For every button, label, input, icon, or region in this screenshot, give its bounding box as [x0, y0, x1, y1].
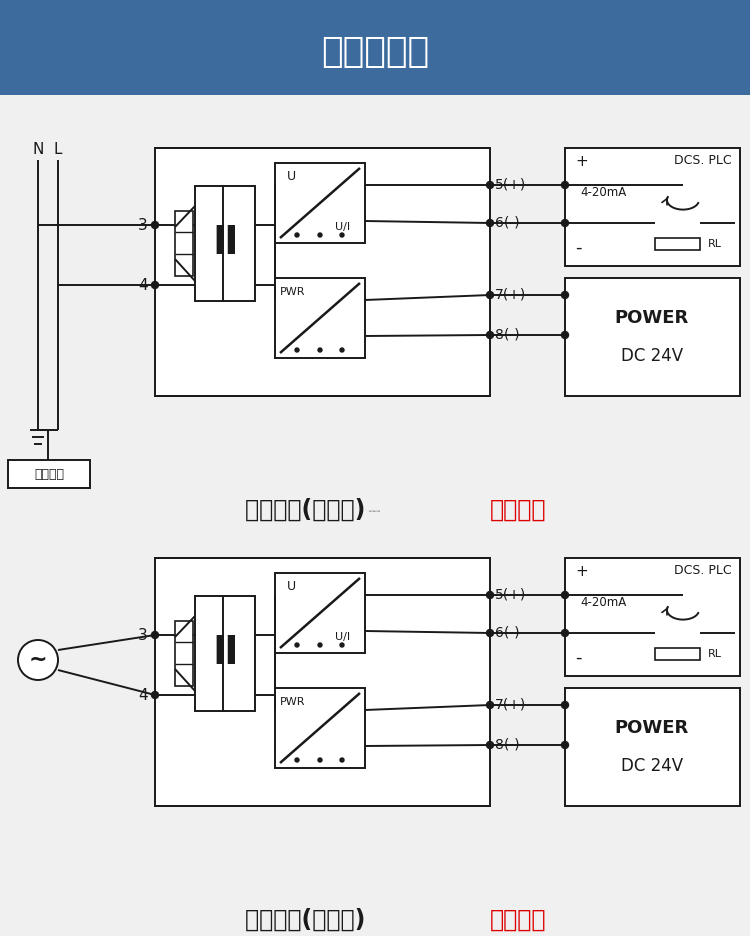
Bar [223, 596, 255, 711]
Circle shape [340, 233, 344, 237]
Text: POWER: POWER [615, 719, 689, 737]
Text: -: - [575, 239, 581, 257]
Bar [0, 0, 750, 95]
Bar [8, 460, 90, 488]
Circle shape [487, 220, 494, 227]
Circle shape [562, 220, 568, 227]
Circle shape [562, 291, 568, 299]
Circle shape [295, 758, 299, 762]
Circle shape [562, 592, 568, 598]
Bar [275, 573, 365, 653]
Text: 一进一出(有源型) 电流输入: 一进一出(有源型) 电流输入 [370, 509, 380, 511]
Bar [223, 186, 255, 301]
Text: 5(+): 5(+) [495, 178, 526, 192]
Text: U: U [286, 580, 296, 593]
Text: 5(+): 5(+) [495, 588, 526, 602]
Text: 电流输入: 电流输入 [490, 498, 547, 522]
Text: 6(-): 6(-) [495, 626, 520, 640]
Text: 4: 4 [138, 277, 148, 292]
Circle shape [18, 640, 58, 680]
Circle shape [295, 643, 299, 647]
Text: 3: 3 [138, 217, 148, 232]
Circle shape [562, 331, 568, 339]
Bar [175, 211, 193, 276]
Text: U/I: U/I [335, 222, 350, 232]
Text: 7(+): 7(+) [495, 698, 526, 712]
Bar [655, 648, 700, 660]
Text: 8(-): 8(-) [495, 328, 520, 342]
Bar [565, 278, 740, 396]
Bar [565, 558, 740, 676]
Text: DC 24V: DC 24V [621, 347, 683, 365]
Circle shape [487, 592, 494, 598]
Circle shape [152, 282, 158, 288]
Circle shape [487, 182, 494, 188]
Text: N: N [32, 142, 44, 157]
Bar [565, 148, 740, 266]
Circle shape [318, 643, 322, 647]
Text: 4: 4 [138, 688, 148, 703]
Bar [195, 186, 227, 301]
Circle shape [152, 632, 158, 638]
Text: U: U [286, 170, 296, 183]
Text: 4-20mA: 4-20mA [580, 186, 626, 199]
Text: 3: 3 [138, 627, 148, 642]
Text: Ⅱ: Ⅱ [212, 634, 238, 672]
Text: -: - [575, 649, 581, 667]
Text: RL: RL [708, 649, 722, 659]
Bar [275, 688, 365, 768]
Text: 4-20mA: 4-20mA [580, 596, 626, 609]
Text: Ⅱ: Ⅱ [212, 224, 238, 262]
Circle shape [487, 701, 494, 709]
Circle shape [562, 701, 568, 709]
Circle shape [487, 291, 494, 299]
Text: 7(+): 7(+) [495, 288, 526, 302]
Text: 产品接线图: 产品接线图 [321, 35, 429, 69]
Circle shape [318, 233, 322, 237]
Bar [155, 558, 490, 806]
Bar [155, 148, 490, 396]
Circle shape [562, 182, 568, 188]
Text: 一进一出(有源型): 一进一出(有源型) [245, 908, 374, 932]
Circle shape [318, 348, 322, 352]
Text: +: + [575, 154, 588, 169]
Bar [195, 596, 227, 711]
Circle shape [340, 348, 344, 352]
Bar [175, 621, 193, 686]
Circle shape [562, 741, 568, 749]
Circle shape [562, 630, 568, 636]
Circle shape [487, 630, 494, 636]
Text: PWR: PWR [280, 287, 306, 297]
Circle shape [152, 222, 158, 228]
Text: 一进一出(有源型): 一进一出(有源型) [245, 498, 374, 522]
Text: 8(-): 8(-) [495, 738, 520, 752]
Text: ~: ~ [28, 650, 47, 670]
Circle shape [295, 348, 299, 352]
Bar [275, 278, 365, 358]
Text: U/I: U/I [335, 632, 350, 642]
Circle shape [152, 692, 158, 698]
Text: RL: RL [708, 239, 722, 249]
Text: 6(-): 6(-) [495, 216, 520, 230]
Circle shape [318, 758, 322, 762]
Bar [655, 238, 700, 250]
Text: DCS. PLC: DCS. PLC [674, 563, 732, 577]
Circle shape [295, 233, 299, 237]
Text: +: + [575, 564, 588, 579]
Text: DC 24V: DC 24V [621, 757, 683, 775]
Circle shape [340, 758, 344, 762]
Circle shape [487, 741, 494, 749]
Text: L: L [54, 142, 62, 157]
Bar [565, 688, 740, 806]
Text: 用电设备: 用电设备 [34, 467, 64, 480]
Circle shape [340, 643, 344, 647]
Text: PWR: PWR [280, 697, 306, 707]
Bar [275, 163, 365, 243]
Circle shape [487, 331, 494, 339]
Text: 电压输入: 电压输入 [490, 908, 547, 932]
Text: DCS. PLC: DCS. PLC [674, 154, 732, 167]
Text: POWER: POWER [615, 309, 689, 327]
